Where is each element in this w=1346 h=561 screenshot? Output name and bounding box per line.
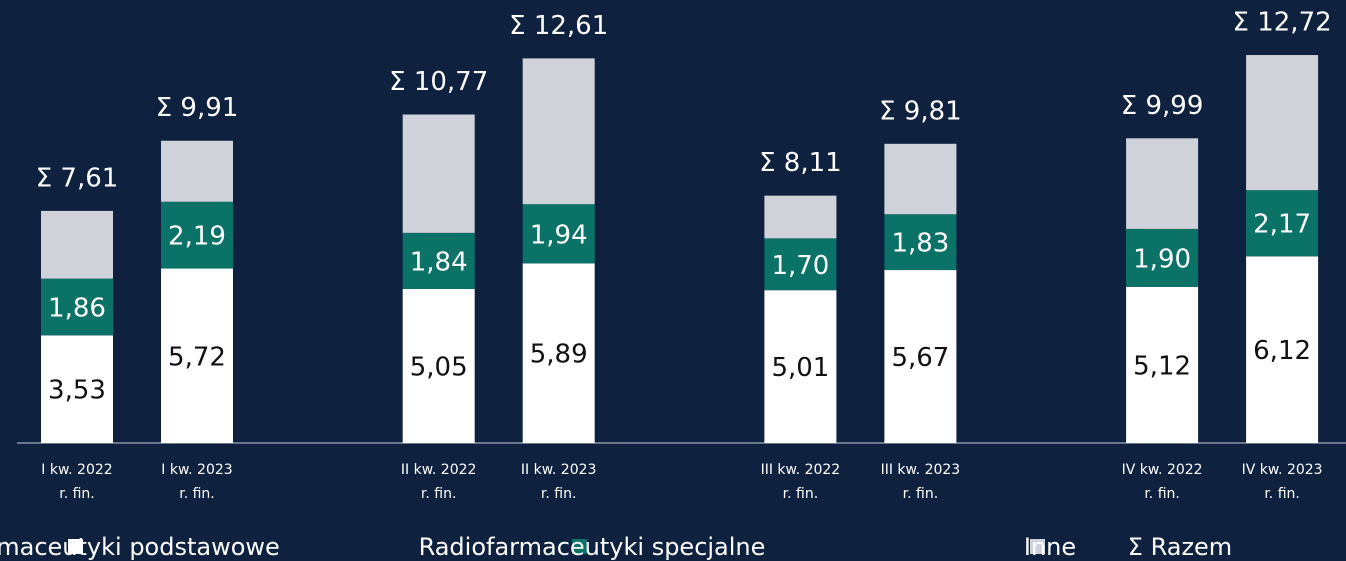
value-label: 2,19 bbox=[168, 222, 226, 252]
bar-segment bbox=[522, 204, 595, 264]
bar-segment bbox=[161, 201, 233, 269]
x-tick-label: II kw. 2022 r. fin. bbox=[400, 462, 477, 502]
x-tick-label: I kw. 2022 r. fin. bbox=[41, 462, 113, 502]
bar-segment bbox=[402, 114, 475, 233]
bar-segment bbox=[1126, 228, 1199, 287]
bar-segment bbox=[161, 268, 233, 443]
legend-swatch bbox=[1030, 539, 1045, 554]
legend-swatch bbox=[572, 539, 587, 554]
value-label: 5,72 bbox=[168, 342, 226, 372]
bar-segment bbox=[1126, 138, 1199, 229]
total-label: Σ 12,72 bbox=[1233, 8, 1332, 38]
value-label: 2,17 bbox=[1253, 210, 1311, 240]
bar-segment bbox=[1246, 55, 1319, 191]
total-label: Σ 8,11 bbox=[759, 148, 842, 178]
value-label: 5,01 bbox=[771, 353, 829, 383]
bar-segment bbox=[764, 290, 837, 443]
total-label: Σ 7,61 bbox=[36, 163, 119, 193]
x-tick-label: IV kw. 2023 r. fin. bbox=[1241, 462, 1323, 502]
value-label: 3,53 bbox=[48, 376, 106, 406]
legend-label: Σ Razem bbox=[1128, 533, 1232, 561]
bar-segment bbox=[41, 210, 113, 279]
bar-segment bbox=[884, 270, 957, 443]
bar-segment bbox=[764, 238, 837, 291]
legend-label: Radiofarmaceutyki podstawowe bbox=[0, 533, 280, 561]
value-label: 1,94 bbox=[530, 220, 588, 250]
bar-segment bbox=[1246, 190, 1319, 257]
bar-segment bbox=[402, 288, 475, 443]
bar-segment bbox=[41, 278, 113, 336]
total-label: Σ 12,61 bbox=[509, 11, 608, 41]
legend-label: Radiofarmaceutyki specjalne bbox=[419, 533, 766, 561]
total-label: Σ 9,91 bbox=[156, 93, 239, 123]
x-tick-label: III kw. 2023 r. fin. bbox=[880, 462, 961, 502]
bar-segment bbox=[1246, 256, 1319, 443]
value-label: 1,90 bbox=[1133, 244, 1191, 274]
bar-segment bbox=[522, 263, 595, 443]
legend-label: Inne bbox=[1024, 533, 1076, 561]
bar-segment bbox=[1126, 286, 1199, 443]
total-label: Σ 9,99 bbox=[1121, 91, 1204, 121]
legend-swatch bbox=[68, 539, 83, 554]
x-tick-label: I kw. 2023 r. fin. bbox=[161, 462, 233, 502]
total-label: Σ 9,81 bbox=[879, 96, 962, 126]
bar-segment bbox=[522, 58, 595, 205]
bar-segment bbox=[884, 214, 957, 271]
value-label: 1,86 bbox=[48, 293, 106, 323]
bar-segment bbox=[764, 195, 837, 239]
value-label: 1,70 bbox=[771, 251, 829, 281]
value-label: 6,12 bbox=[1253, 336, 1311, 366]
bar-segment bbox=[161, 140, 233, 202]
bar-segment bbox=[41, 335, 113, 443]
value-label: 5,67 bbox=[891, 343, 949, 373]
bar-segment bbox=[402, 232, 475, 289]
value-label: 5,89 bbox=[530, 340, 588, 370]
value-label: 5,12 bbox=[1133, 351, 1191, 381]
x-tick-label: IV kw. 2022 r. fin. bbox=[1121, 462, 1203, 502]
bar-segment bbox=[884, 143, 957, 215]
x-tick-label: III kw. 2022 r. fin. bbox=[760, 462, 841, 502]
total-label: Σ 10,77 bbox=[389, 67, 488, 97]
value-label: 1,83 bbox=[891, 229, 949, 259]
value-label: 5,05 bbox=[410, 352, 468, 382]
value-label: 1,84 bbox=[410, 247, 468, 277]
x-tick-label: II kw. 2023 r. fin. bbox=[520, 462, 597, 502]
